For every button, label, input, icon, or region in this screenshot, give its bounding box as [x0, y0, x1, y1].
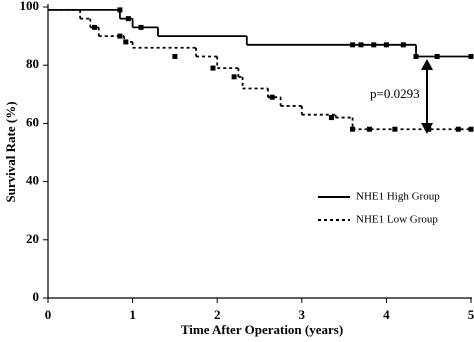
- y-axis-title: Survival Rate (%): [3, 101, 18, 202]
- censor-mark: [455, 126, 461, 132]
- censor-mark: [371, 42, 377, 48]
- censor-mark: [358, 42, 364, 48]
- y-tick-label: 80: [26, 56, 39, 71]
- censor-mark: [269, 94, 275, 100]
- censor-mark: [413, 53, 419, 59]
- censor-mark: [172, 53, 178, 59]
- censor-mark: [117, 7, 123, 13]
- censor-mark: [117, 33, 123, 39]
- censor-mark: [92, 24, 98, 30]
- censor-mark: [400, 42, 406, 48]
- y-tick-label: 60: [26, 114, 39, 129]
- censor-mark: [350, 42, 356, 48]
- x-tick-label: 0: [45, 307, 52, 322]
- p-value-arrow: [421, 59, 433, 134]
- censor-mark: [350, 126, 356, 132]
- x-tick-label: 5: [468, 307, 474, 322]
- legend: NHE1 High Group NHE1 Low Group: [318, 191, 440, 226]
- censor-mark: [426, 126, 432, 132]
- censor-mark: [210, 65, 216, 71]
- x-tick-label: 1: [129, 307, 136, 322]
- x-axis-title: Time After Operation (years): [181, 322, 343, 337]
- y-tick-label: 20: [26, 231, 39, 246]
- censor-mark: [123, 39, 129, 45]
- censor-mark: [138, 24, 144, 30]
- x-tick-label: 4: [383, 307, 390, 322]
- censor-mark: [392, 126, 398, 132]
- y-tick-label: 0: [33, 289, 40, 304]
- censor-mark: [468, 53, 474, 59]
- censor-mark: [231, 74, 237, 80]
- y-tick-label: 40: [26, 173, 39, 188]
- censor-mark: [434, 53, 440, 59]
- censor-mark: [468, 126, 474, 132]
- p-value-annotation: p=0.0293: [370, 86, 420, 101]
- x-tick-label: 2: [214, 307, 221, 322]
- legend-label: NHE1 High Group: [356, 191, 440, 203]
- censor-mark: [125, 16, 131, 22]
- legend-label: NHE1 Low Group: [356, 214, 438, 226]
- censor-mark: [383, 42, 389, 48]
- y-tick-label: 100: [20, 0, 40, 13]
- censor-mark: [328, 115, 334, 121]
- censor-mark: [366, 126, 372, 132]
- x-tick-label: 3: [299, 307, 306, 322]
